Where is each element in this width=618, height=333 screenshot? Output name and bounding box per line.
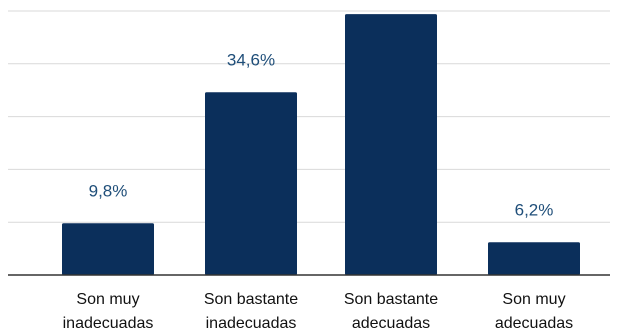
data-label: 6,2% <box>515 200 554 219</box>
category-label: Son muy <box>76 291 139 308</box>
category-label: inadecuadas <box>63 315 154 332</box>
data-label: 9,8% <box>89 181 128 200</box>
bars <box>62 14 580 276</box>
category-label: adecuadas <box>352 315 430 332</box>
bar <box>62 223 154 275</box>
category-label: Son muy <box>502 291 565 308</box>
data-labels: 9,8%34,6%49,4%6,2% <box>89 50 554 219</box>
category-label: inadecuadas <box>206 315 297 332</box>
bar <box>345 14 437 276</box>
data-label: 34,6% <box>227 50 275 69</box>
bar <box>488 242 580 275</box>
category-label: adecuadas <box>495 315 573 332</box>
category-labels: Son muy inadecuadas Son bastante inadecuada… <box>63 291 574 332</box>
category-label: Son bastante <box>204 291 298 308</box>
category-label: Son bastante <box>344 291 438 308</box>
gridlines <box>8 10 610 223</box>
bar <box>205 92 297 275</box>
